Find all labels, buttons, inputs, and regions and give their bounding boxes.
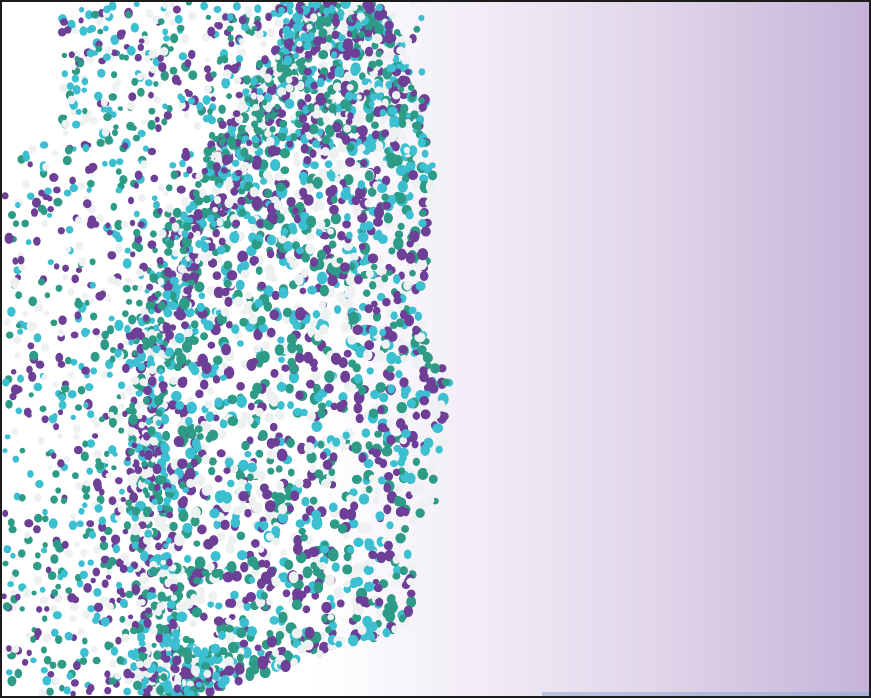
particle-dot bbox=[293, 151, 300, 160]
particle-dot bbox=[365, 113, 374, 123]
particle-dot bbox=[210, 551, 221, 562]
particle-dot bbox=[353, 402, 363, 414]
particle-dot bbox=[421, 149, 429, 158]
particle-dot bbox=[398, 447, 409, 458]
particle-dot bbox=[338, 392, 348, 403]
particle-dot bbox=[340, 2, 351, 9]
particle-dot bbox=[395, 483, 404, 493]
particle-dot bbox=[407, 560, 418, 571]
particle-dot bbox=[205, 434, 213, 443]
particle-dot bbox=[375, 609, 383, 620]
particle-dot bbox=[437, 400, 446, 408]
particle-dot bbox=[389, 321, 398, 329]
particle-dot bbox=[164, 248, 173, 256]
particle-dot bbox=[263, 285, 274, 298]
particle-dot bbox=[362, 522, 372, 533]
particle-dot bbox=[390, 460, 398, 468]
particle-dot bbox=[301, 253, 310, 263]
particle-dot bbox=[411, 356, 423, 369]
particle-dot bbox=[236, 531, 246, 541]
particle-dot bbox=[412, 457, 420, 467]
particle-dot bbox=[437, 364, 447, 373]
particle-dot bbox=[208, 591, 218, 601]
particle-dot bbox=[336, 33, 346, 42]
particle-dot bbox=[235, 599, 245, 609]
particle-dot bbox=[316, 650, 324, 660]
particle-dot bbox=[207, 562, 215, 572]
particle-dot bbox=[282, 207, 289, 215]
particle-dot bbox=[300, 408, 308, 417]
particle-dot bbox=[205, 686, 215, 696]
particle-dot bbox=[361, 428, 371, 438]
particle-dot bbox=[381, 446, 393, 457]
particle-dot bbox=[222, 220, 232, 229]
particle-dot bbox=[325, 626, 332, 634]
particle-dot bbox=[270, 422, 278, 432]
particle-dot bbox=[208, 466, 216, 476]
particle-dot bbox=[218, 429, 227, 439]
particle-dot bbox=[370, 263, 378, 271]
particle-dot bbox=[215, 255, 223, 264]
particle-dot bbox=[275, 465, 283, 473]
particle-dot bbox=[328, 146, 339, 160]
particle-dot bbox=[223, 366, 235, 379]
particle-dot bbox=[216, 449, 226, 458]
particle-dot bbox=[195, 180, 202, 189]
particle-dot bbox=[278, 356, 285, 363]
particle-dot bbox=[393, 237, 404, 250]
particle-dot bbox=[348, 519, 359, 529]
particle-dot bbox=[330, 212, 342, 225]
particle-dot bbox=[301, 496, 310, 507]
particle-dot bbox=[302, 566, 313, 579]
particle-dot bbox=[359, 72, 366, 81]
particle-dot bbox=[372, 578, 380, 585]
particle-dot bbox=[223, 467, 231, 474]
particle-dot bbox=[225, 542, 235, 554]
particle-dot bbox=[258, 430, 268, 441]
particle-dots bbox=[2, 2, 454, 696]
particle-dot bbox=[401, 525, 409, 533]
particle-dot bbox=[299, 287, 307, 295]
particle-dot bbox=[373, 217, 383, 227]
particle-dot bbox=[253, 328, 263, 341]
particle-dot bbox=[429, 458, 438, 466]
particle-dot bbox=[399, 412, 407, 420]
particle-dot bbox=[319, 641, 330, 654]
particle-dot bbox=[270, 159, 281, 171]
particle-dot bbox=[184, 554, 192, 563]
particle-dot bbox=[342, 564, 353, 575]
particle-dot bbox=[245, 291, 253, 299]
particle-dot bbox=[237, 340, 244, 347]
particle-dot bbox=[212, 271, 222, 280]
particle-dot bbox=[256, 450, 264, 458]
particle-dot bbox=[339, 507, 349, 520]
particle-dot bbox=[348, 359, 357, 368]
particle-dot bbox=[329, 519, 340, 529]
particle-dot bbox=[351, 441, 362, 454]
particle-dot bbox=[365, 46, 374, 57]
particle-dot bbox=[138, 513, 146, 524]
particle-dot bbox=[220, 519, 230, 530]
particle-dot bbox=[241, 440, 250, 451]
particle-dot bbox=[393, 29, 401, 37]
particle-dot bbox=[409, 515, 419, 525]
particle-dot bbox=[355, 413, 364, 424]
